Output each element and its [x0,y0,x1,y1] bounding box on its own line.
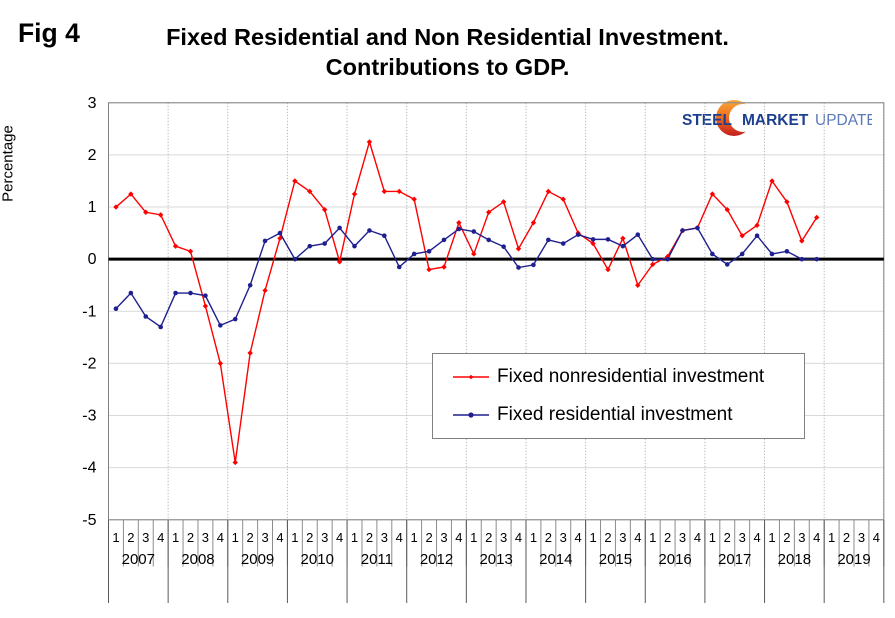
svg-text:2019: 2019 [837,551,870,568]
svg-text:2010: 2010 [301,551,334,568]
svg-text:3: 3 [440,530,447,545]
svg-text:3: 3 [560,530,567,545]
svg-text:2017: 2017 [718,551,751,568]
svg-text:1: 1 [768,530,775,545]
svg-text:-4: -4 [82,460,96,477]
svg-text:4: 4 [753,530,760,545]
svg-text:2: 2 [545,530,552,545]
svg-text:3: 3 [798,530,805,545]
svg-text:2: 2 [306,530,313,545]
svg-text:4: 4 [575,530,582,545]
svg-text:2014: 2014 [539,551,572,568]
svg-text:3: 3 [261,530,268,545]
svg-text:2018: 2018 [778,551,811,568]
svg-text:1: 1 [828,530,835,545]
svg-text:1: 1 [709,530,716,545]
svg-text:4: 4 [813,530,820,545]
svg-text:3: 3 [88,95,97,112]
svg-text:2015: 2015 [599,551,632,568]
svg-text:2: 2 [664,530,671,545]
svg-text:2: 2 [127,530,134,545]
svg-text:4: 4 [455,530,462,545]
svg-text:2: 2 [366,530,373,545]
svg-text:3: 3 [500,530,507,545]
svg-text:1: 1 [88,199,97,216]
svg-text:2: 2 [843,530,850,545]
svg-text:2: 2 [783,530,790,545]
svg-text:3: 3 [858,530,865,545]
svg-text:4: 4 [217,530,224,545]
svg-text:4: 4 [694,530,701,545]
svg-text:3: 3 [142,530,149,545]
svg-text:-3: -3 [82,408,96,425]
svg-text:2: 2 [88,147,97,164]
svg-text:2: 2 [425,530,432,545]
svg-text:4: 4 [276,530,283,545]
svg-text:2016: 2016 [658,551,691,568]
svg-text:1: 1 [291,530,298,545]
svg-text:2013: 2013 [479,551,512,568]
svg-text:1: 1 [530,530,537,545]
svg-text:1: 1 [649,530,656,545]
svg-text:3: 3 [679,530,686,545]
svg-text:3: 3 [381,530,388,545]
svg-text:4: 4 [157,530,164,545]
svg-text:4: 4 [396,530,403,545]
svg-text:-5: -5 [82,512,96,529]
svg-text:2: 2 [247,530,254,545]
svg-text:1: 1 [172,530,179,545]
svg-text:3: 3 [321,530,328,545]
svg-text:1: 1 [470,530,477,545]
svg-text:4: 4 [873,530,880,545]
svg-text:1: 1 [112,530,119,545]
svg-text:2009: 2009 [241,551,274,568]
svg-text:1: 1 [589,530,596,545]
svg-text:4: 4 [634,530,641,545]
svg-text:0: 0 [88,251,97,268]
svg-text:3: 3 [619,530,626,545]
svg-text:3: 3 [202,530,209,545]
svg-text:4: 4 [515,530,522,545]
svg-text:1: 1 [232,530,239,545]
svg-text:2: 2 [187,530,194,545]
svg-text:2007: 2007 [122,551,155,568]
svg-text:-2: -2 [82,355,96,372]
svg-text:1: 1 [351,530,358,545]
svg-text:2012: 2012 [420,551,453,568]
svg-text:2011: 2011 [361,551,393,568]
svg-text:3: 3 [739,530,746,545]
svg-text:1: 1 [411,530,418,545]
svg-text:4: 4 [336,530,343,545]
svg-text:2: 2 [604,530,611,545]
svg-text:2: 2 [724,530,731,545]
svg-text:2008: 2008 [181,551,214,568]
svg-text:-1: -1 [82,303,96,320]
svg-text:2: 2 [485,530,492,545]
